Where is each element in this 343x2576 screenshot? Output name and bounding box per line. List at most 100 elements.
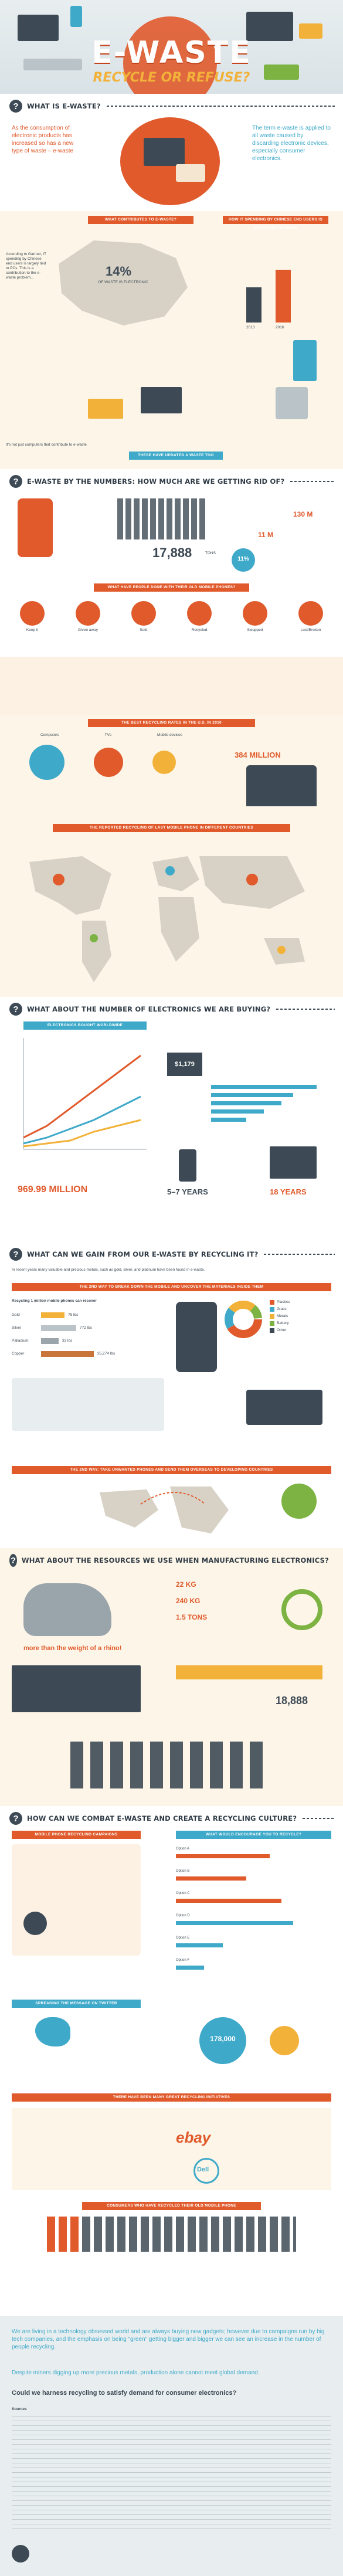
bar-row: Option D [176,1914,331,1919]
section-title: E-WASTE BY THE NUMBERS: HOW MUCH ARE WE … [27,477,285,486]
bar-label: Option D [176,1914,190,1917]
section-title: WHAT ABOUT THE RESOURCES WE USE WHEN MAN… [21,1556,329,1564]
bar-label: Option C [176,1892,190,1895]
page-title: E-WASTE [91,35,252,70]
camera-icon [299,23,322,39]
ebay-logo: ebay [176,2129,211,2146]
metal-row: Copper 35,274 lbs [12,1348,158,1360]
section-header: ? WHAT IS E-WASTE? [0,99,343,114]
section-header: ? WHAT ABOUT THE RESOURCES WE USE WHEN M… [0,1553,343,1568]
swap-icon [243,601,267,626]
legend-label: Other [277,1328,287,1332]
laptop-icon [18,15,59,41]
stat-value: 1.5 TONS [176,1613,208,1621]
big-tons-caption: TONS [205,551,216,555]
world-map [29,856,305,982]
metal-bar [41,1312,64,1318]
countries-ribbon: THE REPORTED RECYCLING OF LAST MOBILE PH… [53,824,290,832]
encourage-bar [176,1921,293,1925]
appliances-ribbon: THESE HAVE UPDATED A WASTE TOO [129,452,223,460]
phone-option-label: Keep it [26,628,39,632]
phones-row-illustration [70,1742,270,1788]
materials-donut [225,1301,262,1338]
price-badge: $1,179 [167,1053,202,1076]
phone-option: Given away [67,601,108,648]
twitter-ribbon: SPREADING THE MESSAGE ON TWITTER [12,2000,141,2008]
contrib-note: According to Gartner, IT spending by Chi… [6,252,46,280]
section-header: ? E-WASTE BY THE NUMBERS: HOW MUCH ARE W… [0,474,343,489]
stat-value: 240 KG [176,1597,201,1605]
phone-lifespan-icon [179,1149,196,1182]
stat-130m: 130 M [293,510,313,518]
contrib-bottom-note: It's not just computers that contribute … [6,443,87,447]
red-sun-icon [123,16,217,94]
big-tons-number: 17,888 [152,545,192,560]
green-recycle-icon [281,1484,317,1519]
definition-right-text: The term e-waste is applied to all waste… [252,125,331,162]
printer-icon [176,164,205,182]
resources-section: ? WHAT ABOUT THE RESOURCES WE USE WHEN M… [0,1548,343,1806]
rates-ribbon: THE BEST RECYCLING RATES IN THE U.S. IN … [88,719,255,727]
phone-hand-illustration [18,498,53,557]
bar-row: Option A [176,1847,331,1852]
metal-name: Gold [12,1313,20,1317]
metal-amount: 33 lbs [62,1339,73,1343]
legend-item: Other [270,1327,334,1334]
metal-row: Gold 75 lbs [12,1309,158,1322]
china-map [59,240,188,325]
phone-grid [117,498,205,539]
metal-name: Palladium [12,1339,29,1343]
title-section: E-WASTE RECYCLE OR REFUSE? [0,0,343,94]
campaigns-ribbon: MOBILE PHONE RECYCLING CAMPAIGNS [12,1831,141,1839]
rate-circle-tvs [94,748,123,777]
sources-list [12,2416,331,2533]
device-bar [211,1109,264,1114]
legend-item: Battery [270,1320,334,1327]
metals-list: Gold 75 lbs Silver 772 lbs Palladium 33 … [12,1309,158,1360]
rate-label-tvs: TVs [104,733,112,737]
overseas-map [100,1486,229,1533]
divider [264,1254,335,1255]
rate-label-mobile: Mobile devices [157,733,183,737]
contrib-ribbon: WHAT CONTRIBUTES TO E-WASTE? [88,216,193,224]
monitor-icon [144,138,185,166]
fridge-icon [293,340,317,381]
question-icon: ? [9,1003,22,1016]
phone-option-label: Swapped [247,628,263,632]
rate-circle-computers [29,745,64,780]
rate-label-computers: Computers [40,733,59,737]
magnifier-icon [281,1589,322,1630]
bar-label: Option E [176,1936,190,1940]
electronics-chart [23,1038,147,1150]
section-header: ? WHAT CAN WE GAIN FROM OUR E-WASTE BY R… [0,1247,343,1262]
waste-percent-caption: OF WASTE IS ELECTRONIC [98,280,148,284]
console-icon [264,65,299,80]
metal-row: Silver 772 lbs [12,1322,158,1335]
encourage-ribbon: WHAT WOULD ENCOURAGE YOU TO RECYCLE? [176,1831,331,1839]
phone-stack-illustration [246,1390,322,1425]
metal-bar [41,1338,59,1344]
device-bar [211,1101,281,1105]
gain-intro: In recent years many valuable and precio… [12,1268,205,1272]
divider [303,1818,335,1819]
bar-label: Option A [176,1847,190,1851]
twitter-number: 178,000 [210,2035,236,2043]
phone-icon [70,6,82,27]
numbers-section: ? E-WASTE BY THE NUMBERS: HOW MUCH ARE W… [0,469,343,715]
divider [276,1009,335,1010]
phone-circles-row: Keep it Given away Sold Recycled Swapped… [12,601,331,648]
phone-option-label: Given away [78,628,98,632]
stat-11m: 11 M [258,531,274,539]
give-icon [76,601,100,626]
metal-bar [41,1325,76,1331]
keyboard-icon [23,59,82,70]
resource-stats: 22 KG 240 KG 1.5 TONS [176,1580,258,1630]
phone-option: Lost/Broken [290,601,331,648]
spending-bar-2016 [276,270,291,323]
footer-logo [12,2545,29,2563]
twitter-bird-icon [35,2017,70,2046]
contributes-section: WHAT CONTRIBUTES TO E-WASTE? HOW IT SPEN… [0,211,343,469]
phone-option: Sold [123,601,164,648]
dell-logo-circle [193,2158,219,2184]
facebook-circle [270,2026,299,2055]
